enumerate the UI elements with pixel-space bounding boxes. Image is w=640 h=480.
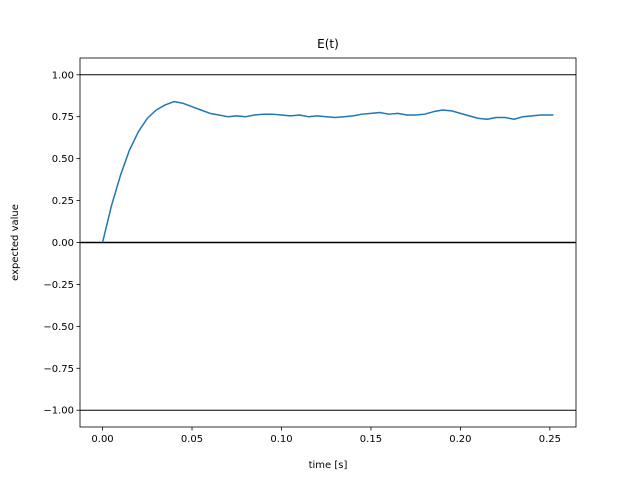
- x-tick-label: 0.20: [449, 434, 471, 445]
- y-axis-label: expected value: [10, 204, 21, 281]
- x-axis-label: time [s]: [309, 460, 348, 471]
- y-tick-label: 0.00: [52, 238, 74, 249]
- x-tick-label: 0.25: [539, 434, 561, 445]
- x-tick-label: 0.05: [181, 434, 203, 445]
- chart-title: E(t): [317, 37, 339, 51]
- series-layer: [101, 100, 554, 243]
- x-tick-label: 0.00: [91, 434, 113, 445]
- y-tick-label: −1.00: [43, 406, 74, 417]
- y-tick-label: −0.50: [43, 322, 74, 333]
- series-line-0: [101, 100, 554, 243]
- x-tick-label: 0.10: [270, 434, 292, 445]
- y-tick-label: 1.00: [52, 70, 74, 81]
- x-tick-label: 0.15: [360, 434, 382, 445]
- y-tick-label: −0.75: [43, 364, 74, 375]
- y-tick-label: −0.25: [43, 280, 74, 291]
- y-tick-label: 0.25: [52, 196, 74, 207]
- y-tick-label: 0.50: [52, 154, 74, 165]
- y-tick-label: 0.75: [52, 112, 74, 123]
- x-axis: 0.00 0.05 0.10 0.15 0.20 0.25: [91, 427, 561, 445]
- y-axis: −1.00 −0.75 −0.50 −0.25 0.00 0.25 0.50 0.75 1.00: [43, 70, 80, 417]
- reference-lines: [80, 74, 576, 411]
